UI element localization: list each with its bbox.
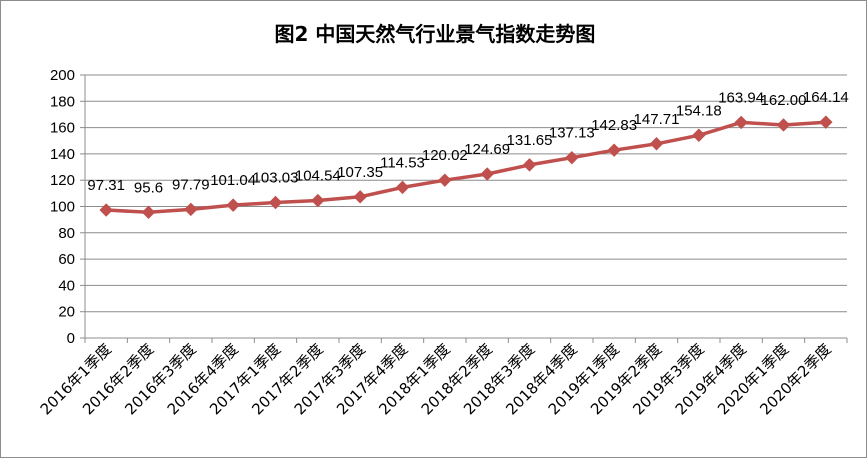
data-label: 101.04	[210, 172, 256, 189]
data-point-marker	[734, 115, 748, 130]
data-label: 104.54	[295, 168, 341, 185]
y-tick-label: 80	[58, 225, 75, 242]
series-line	[106, 120, 826, 215]
data-label: 124.69	[464, 141, 510, 158]
axes: 0204060801001201401601802002016年1季度2016年…	[37, 67, 848, 418]
data-label: 131.65	[507, 132, 553, 149]
data-label: 97.31	[87, 177, 125, 194]
data-label: 154.18	[676, 102, 722, 119]
data-point-marker	[819, 115, 833, 129]
data-point-marker	[226, 198, 240, 212]
data-label: 147.71	[634, 111, 680, 128]
series-markers	[99, 115, 833, 219]
chart-title: 图2 中国天然气行业景气指数走势图	[275, 22, 596, 46]
data-point-marker	[268, 195, 283, 210]
y-tick-label: 40	[58, 277, 75, 294]
y-tick-label: 180	[50, 93, 75, 110]
data-label: 163.94	[718, 89, 764, 106]
y-tick-label: 100	[50, 199, 75, 216]
data-point-marker	[649, 137, 664, 151]
data-labels: 97.31 95.6 97.79 101.04103.03104.54107.3511…	[87, 89, 848, 196]
data-point-marker	[353, 190, 367, 204]
data-label: 137.13	[549, 125, 595, 142]
data-point-marker	[607, 143, 621, 157]
data-label: 95.6	[134, 179, 163, 196]
data-point-marker	[395, 180, 410, 195]
data-label: 164.14	[803, 89, 849, 106]
data-label: 103.03	[253, 170, 299, 187]
y-tick-label: 120	[50, 172, 75, 189]
data-label: 97.79	[172, 176, 210, 193]
data-label: 114.53	[380, 154, 425, 171]
gridlines	[85, 74, 847, 313]
y-tick-label: 0	[67, 330, 75, 347]
data-label: 107.35	[337, 164, 383, 181]
y-tick-label: 160	[50, 120, 75, 137]
y-tick-label: 20	[58, 304, 75, 321]
data-label: 142.83	[591, 117, 637, 134]
data-label: 162.00	[761, 92, 807, 109]
data-point-marker	[438, 173, 452, 187]
data-point-marker	[565, 150, 579, 165]
data-point-marker	[184, 202, 198, 217]
data-point-marker	[99, 203, 113, 217]
data-label: 120.02	[422, 147, 468, 164]
y-tick-label: 140	[50, 146, 75, 163]
data-point-marker	[692, 128, 706, 142]
series-line-group	[106, 120, 826, 215]
y-tick-label: 60	[58, 251, 75, 268]
data-point-marker	[522, 158, 537, 172]
data-point-marker	[311, 193, 325, 208]
data-point-marker	[776, 118, 791, 132]
data-point-marker	[141, 205, 156, 219]
y-tick-label: 200	[50, 67, 75, 84]
data-point-marker	[480, 167, 494, 181]
